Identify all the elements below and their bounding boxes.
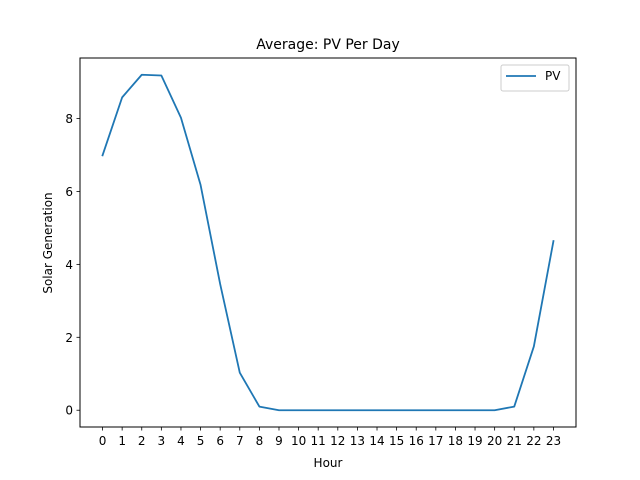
x-tick-label: 11: [311, 434, 326, 448]
x-tick-label: 2: [138, 434, 146, 448]
chart-title: Average: PV Per Day: [256, 37, 400, 53]
x-tick-label: 0: [99, 434, 107, 448]
x-tick-label: 18: [448, 434, 463, 448]
plot-area: [79, 57, 577, 428]
x-tick-label: 23: [546, 434, 561, 448]
x-tick-label: 1: [118, 434, 126, 448]
y-tick-label: 8: [65, 112, 73, 126]
x-tick-label: 12: [330, 434, 345, 448]
x-tick-label: 6: [216, 434, 224, 448]
series-line-pv: [101, 73, 555, 412]
series-layer: [101, 73, 555, 412]
x-tick-label: 20: [487, 434, 502, 448]
x-tick-label: 8: [256, 434, 264, 448]
y-axis: 0 2 4 6 8: [65, 112, 80, 418]
legend: PV: [500, 64, 570, 92]
x-tick-label: 17: [428, 434, 443, 448]
y-tick-label: 2: [65, 331, 73, 345]
x-tick-label: 7: [236, 434, 244, 448]
y-axis-label: Solar Generation: [41, 192, 55, 293]
x-tick-label: 3: [158, 434, 166, 448]
x-tick-label: 16: [409, 434, 424, 448]
legend-label-pv: PV: [545, 69, 561, 83]
legend-box: [500, 64, 570, 92]
x-tick-label: 13: [350, 434, 365, 448]
x-tick-label: 21: [507, 434, 522, 448]
x-axis: 0 1 2 3 4 5 6 7 8 9 10 11 12 13 14 15 16 17 18 19 20 21 22 23: [99, 427, 561, 448]
x-tick-label: 15: [389, 434, 404, 448]
x-axis-label: Hour: [314, 456, 343, 470]
x-tick-label: 5: [197, 434, 205, 448]
x-tick-label: 9: [275, 434, 283, 448]
y-tick-label: 0: [65, 404, 73, 418]
y-tick-label: 6: [65, 185, 73, 199]
x-tick-label: 14: [369, 434, 384, 448]
x-tick-label: 4: [177, 434, 185, 448]
y-tick-label: 4: [65, 258, 73, 272]
x-tick-label: 22: [526, 434, 541, 448]
x-tick-label: 10: [291, 434, 306, 448]
x-tick-label: 19: [467, 434, 482, 448]
